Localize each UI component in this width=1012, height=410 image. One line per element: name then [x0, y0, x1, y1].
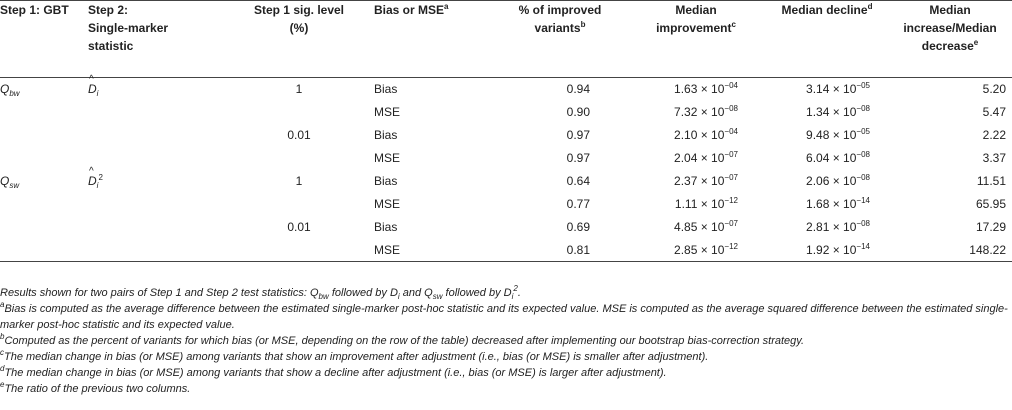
cell-median-decline: 3.14 × 10−05	[806, 81, 870, 97]
cell-median-improvement: 2.37 × 10−07	[674, 173, 738, 189]
cell-median-decline: 1.68 × 10−14	[806, 196, 870, 212]
cell-statistic	[84, 216, 234, 239]
cell-gbt: Qbw	[0, 82, 20, 99]
cell-gbt	[0, 239, 84, 262]
table-footnotes: Results shown for two pairs of Step 1 an…	[0, 285, 1012, 397]
table-row: MSE 0.90 7.32 × 10−08 1.34 × 10−08 5.47	[0, 101, 1012, 124]
footnote-a: aBias is computed as the average differe…	[0, 300, 1008, 332]
cell-percent-improved: 0.81	[566, 242, 590, 257]
cell-percent-improved: 0.69	[566, 220, 590, 234]
cell-median-decline: 9.48 × 10−05	[806, 127, 870, 143]
cell-median-ratio: 65.95	[975, 197, 1006, 211]
cell-statistic: Di	[84, 74, 234, 101]
cell-measure: MSE	[374, 197, 401, 211]
table-row: 0.01 Bias 0.69 4.85 × 10−07 2.81 × 10−08 17.2…	[0, 216, 1012, 239]
header-sig-level: Step 1 sig. level (%)	[253, 3, 345, 35]
cell-percent-improved: 0.97	[566, 128, 590, 142]
cell-percent-improved: 0.77	[566, 197, 590, 211]
cell-sig-level	[234, 101, 364, 124]
cell-statistic	[84, 101, 234, 124]
cell-measure: Bias	[374, 220, 398, 234]
header-percent-improved: % of improved variantsb	[518, 3, 602, 35]
cell-gbt	[0, 147, 84, 170]
header-median-decline: Median declined	[781, 2, 873, 18]
cell-sig-level: 0.01	[287, 220, 311, 234]
cell-sig-level: 1	[295, 82, 303, 97]
footnote-c: cThe median change in bias (or MSE) amon…	[0, 348, 709, 364]
cell-sig-level	[234, 239, 364, 262]
cell-sig-level	[234, 193, 364, 216]
table-row: 0.01 Bias 0.97 2.10 × 10−04 9.48 × 10−05 2.22	[0, 124, 1012, 147]
cell-sig-level	[234, 147, 364, 170]
cell-median-improvement: 7.32 × 10−08	[674, 104, 738, 120]
cell-median-improvement: 2.85 × 10−12	[674, 241, 738, 257]
cell-median-decline: 6.04 × 10−08	[806, 150, 870, 166]
table-row: Qsw Di2 1 Bias 0.64 2.37 × 10−07 2.06 × 10−08 1…	[0, 166, 1012, 193]
table-row: Qbw Di 1 Bias 0.94 1.63 × 10−04 3.14 × 10−05 5.…	[0, 74, 1012, 101]
footnote-results: Results shown for two pairs of Step 1 an…	[0, 284, 521, 301]
cell-statistic: Di2	[84, 166, 234, 193]
cell-median-decline: 2.06 × 10−08	[806, 173, 870, 189]
header-step2-statistic: Step 2: Single-marker statistic	[88, 3, 169, 53]
cell-measure: MSE	[374, 242, 401, 257]
footnote-b: bComputed as the percent of variants for…	[0, 332, 805, 348]
footnote-e: eThe ratio of the previous two columns.	[0, 380, 191, 396]
cell-statistic	[84, 147, 234, 170]
cell-median-ratio: 5.47	[982, 105, 1006, 119]
header-row: Step 1: GBT Step 2: Single-marker statisti…	[0, 0, 1012, 78]
cell-median-improvement: 2.10 × 10−04	[674, 127, 738, 143]
cell-percent-improved: 0.90	[566, 105, 590, 119]
header-step1-gbt: Step 1: GBT	[0, 3, 69, 17]
cell-median-improvement: 4.85 × 10−07	[674, 219, 738, 235]
cell-median-ratio: 3.37	[982, 151, 1006, 165]
table-body: Qbw Di 1 Bias 0.94 1.63 × 10−04 3.14 × 10−05 5.…	[0, 74, 1012, 262]
cell-measure: Bias	[374, 174, 398, 188]
cell-sig-level: 1	[295, 174, 303, 188]
cell-median-improvement: 1.63 × 10−04	[674, 81, 738, 97]
table-row: MSE 0.81 2.85 × 10−12 1.92 × 10−14 148.22	[0, 239, 1012, 262]
cell-gbt	[0, 193, 84, 216]
cell-measure: MSE	[374, 105, 401, 119]
cell-measure: Bias	[374, 128, 398, 142]
cell-median-decline: 1.34 × 10−08	[806, 104, 870, 120]
cell-gbt	[0, 124, 84, 147]
cell-measure: MSE	[374, 151, 401, 165]
footnote-d: dThe median change in bias (or MSE) amon…	[0, 364, 667, 380]
cell-measure: Bias	[374, 82, 398, 97]
cell-median-improvement: 2.04 × 10−07	[674, 150, 738, 166]
cell-statistic	[84, 124, 234, 147]
cell-median-ratio: 5.20	[982, 82, 1006, 97]
cell-statistic	[84, 239, 234, 262]
cell-median-ratio: 2.22	[982, 128, 1006, 142]
table-row: MSE 0.97 2.04 × 10−07 6.04 × 10−08 3.37	[0, 147, 1012, 170]
cell-sig-level: 0.01	[287, 128, 311, 142]
cell-percent-improved: 0.97	[566, 151, 590, 165]
cell-statistic	[84, 193, 234, 216]
header-median-ratio: Median increase/Median decreasee	[903, 3, 997, 53]
cell-gbt	[0, 216, 84, 239]
cell-median-decline: 1.92 × 10−14	[806, 241, 870, 257]
cell-median-decline: 2.81 × 10−08	[806, 219, 870, 235]
cell-gbt: Qsw	[0, 174, 20, 190]
header-bias-or-mse: Bias or MSEa	[374, 2, 449, 18]
cell-median-ratio: 148.22	[969, 242, 1006, 257]
cell-percent-improved: 0.64	[566, 174, 590, 188]
results-table: Step 1: GBT Step 2: Single-marker statisti…	[0, 0, 1012, 262]
header-median-improvement: Median improvementc	[656, 3, 736, 35]
cell-median-ratio: 17.29	[975, 220, 1006, 234]
cell-gbt	[0, 101, 84, 124]
cell-percent-improved: 0.94	[566, 82, 590, 97]
table-row: MSE 0.77 1.11 × 10−12 1.68 × 10−14 65.95	[0, 193, 1012, 216]
cell-median-ratio: 11.51	[976, 174, 1006, 188]
cell-median-improvement: 1.11 × 10−12	[674, 196, 738, 212]
